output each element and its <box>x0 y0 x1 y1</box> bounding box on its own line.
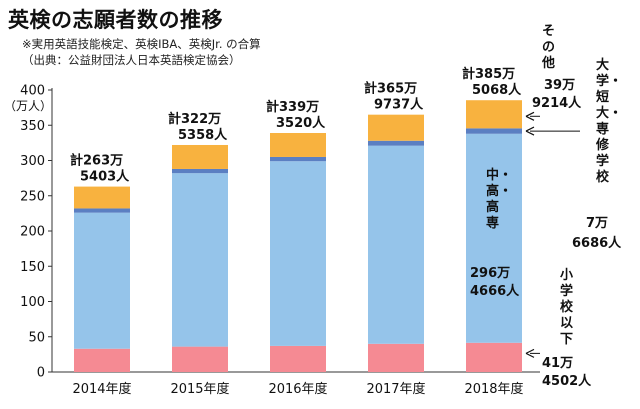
bar-segment-3 <box>368 145 424 344</box>
total-label-line2: 3520人 <box>276 115 326 131</box>
bar-segment-0 <box>74 186 130 209</box>
annotation-middle-value-1: 296万 <box>470 266 511 281</box>
bar-segment-1 <box>172 346 228 372</box>
bar-segment-3 <box>368 343 424 372</box>
x-tick-label: 2018年度 <box>464 381 523 397</box>
bar-segment-3 <box>368 114 424 141</box>
bar-segment-2 <box>270 156 326 162</box>
y-tick-label: 100 <box>20 295 45 310</box>
y-axis-unit: （万人） <box>4 99 52 113</box>
annotation-middle-name: 中・高・高専 <box>486 168 513 231</box>
bar-segment-1 <box>172 173 228 347</box>
y-tick-label: 350 <box>20 119 45 134</box>
y-tick-label: 400 <box>20 84 45 99</box>
y-tick-label: 0 <box>37 366 45 381</box>
bar-segment-2 <box>270 133 326 157</box>
x-tick-label: 2016年度 <box>268 381 327 397</box>
total-label-line1: 計385万 <box>462 66 515 82</box>
bar-segment-4 <box>466 100 522 129</box>
bar-segment-3 <box>368 140 424 146</box>
y-tick-label: 150 <box>20 260 45 275</box>
bar-segment-1 <box>172 168 228 174</box>
annotation-elementary-value-2: 4502人 <box>542 374 592 389</box>
total-label-line2: 5068人 <box>472 82 522 98</box>
annotation-university-value-1: 7万 <box>586 216 609 231</box>
arrow-university-head <box>525 126 535 136</box>
page-title: 英検の志願者数の推移 <box>8 8 223 32</box>
bar-segment-4 <box>466 342 522 372</box>
bar-segment-0 <box>74 212 130 349</box>
bar-segment-1 <box>172 144 228 169</box>
x-tick-label: 2015年度 <box>170 381 229 397</box>
arrow-elementary-head <box>525 348 535 358</box>
bar-segment-4 <box>466 133 522 343</box>
y-tick-label: 50 <box>28 330 45 345</box>
total-label-line1: 計365万 <box>364 81 417 97</box>
annotation-other-value-2: 9214人 <box>532 96 582 111</box>
annotation-university-value-2: 6686人 <box>572 236 622 251</box>
annotation-university-name: 大学・短大・専修学校 <box>596 58 623 185</box>
y-tick-label: 300 <box>20 154 45 169</box>
total-label-line1: 計322万 <box>168 111 221 127</box>
source-note: ※実用英語技能検定、英検IBA、英検Jr. の合算 <box>22 37 261 51</box>
arrow-other-head <box>525 111 535 121</box>
annotation-elementary-name: 小学校以下 <box>560 268 574 347</box>
x-tick-label: 2014年度 <box>72 381 131 397</box>
bar-segment-0 <box>74 348 130 372</box>
total-label-line2: 5358人 <box>178 127 228 143</box>
bar-segment-4 <box>466 128 522 134</box>
bar-segment-2 <box>270 345 326 372</box>
annotation-other-value-1: 39万 <box>544 78 576 93</box>
total-label-line2: 5403人 <box>80 169 130 185</box>
total-label-line1: 計263万 <box>70 153 123 169</box>
total-label-line1: 計339万 <box>266 99 319 115</box>
total-label-line2: 9737人 <box>374 97 424 113</box>
bar-segment-2 <box>270 161 326 346</box>
source-citation: （出典：公益財団法人日本英語検定協会） <box>22 53 241 67</box>
x-tick-label: 2017年度 <box>366 381 425 397</box>
y-tick-label: 200 <box>20 225 45 240</box>
annotation-elementary-value-1: 41万 <box>542 356 574 371</box>
y-tick-label: 250 <box>20 189 45 204</box>
bar-segment-0 <box>74 208 130 213</box>
annotation-other-name: その他 <box>542 24 556 71</box>
annotation-middle-value-2: 4666人 <box>470 284 520 299</box>
